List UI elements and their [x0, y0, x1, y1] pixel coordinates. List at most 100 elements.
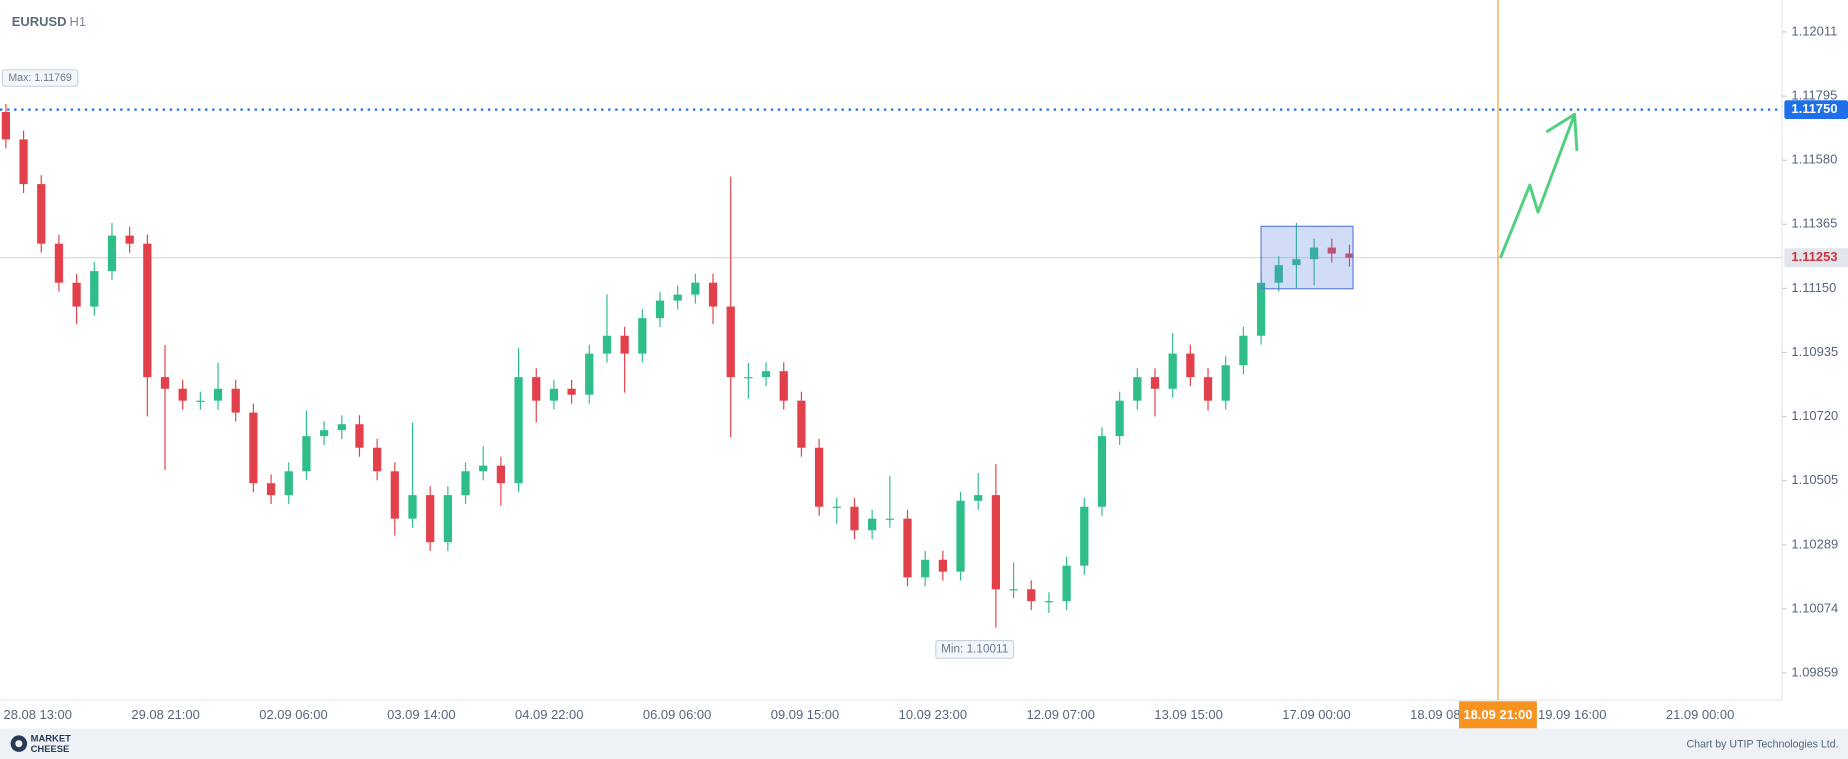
- candle-body: [567, 388, 576, 395]
- candle-body: [107, 235, 117, 272]
- candle-body: [355, 424, 364, 448]
- level-box: [1784, 100, 1848, 120]
- candle-body: [744, 377, 753, 379]
- candle-body: [1115, 400, 1124, 437]
- candle-body: [496, 465, 506, 484]
- overlay: 1.12011 1.11795 1.11580 1.11365 1.11150 1.109…: [1, 23, 1848, 722]
- x-tick-label: 29.08 21:00: [131, 707, 199, 722]
- min-label-box: [935, 640, 1015, 659]
- x-tick-label: 10.09 23:00: [899, 707, 967, 722]
- candle-body: [1062, 565, 1071, 602]
- max-label-box: [1, 69, 79, 87]
- current-price-label: 1.11253: [1791, 249, 1837, 264]
- candle-body: [885, 518, 894, 520]
- timeframe: H1: [70, 14, 87, 29]
- candle-body: [673, 294, 682, 301]
- max-label: Max: 1.11769: [8, 72, 72, 84]
- candle-body: [37, 184, 46, 244]
- candle-body: [1221, 365, 1230, 401]
- x-tick-label: 06.09 06:00: [643, 707, 711, 722]
- time-marker-label: 18.09 21:00: [1463, 707, 1532, 722]
- y-tick-label: 1.10935: [1791, 344, 1838, 359]
- x-tick-label: 04.09 22:00: [515, 707, 583, 722]
- candle-body: [832, 506, 841, 508]
- candle-body: [426, 495, 435, 543]
- credit: Chart by UTIP Technologies Ltd.: [1686, 739, 1838, 751]
- candle-body: [708, 282, 718, 307]
- candle-body: [1080, 506, 1089, 566]
- candle-body: [266, 483, 276, 496]
- candle-body: [585, 353, 594, 395]
- candle-body: [90, 271, 99, 307]
- current-price-box: [1784, 248, 1848, 268]
- y-tick-label: 1.11365: [1791, 216, 1837, 231]
- candle-body: [1239, 335, 1248, 366]
- candle-body: [1186, 353, 1195, 378]
- candle-body: [655, 300, 665, 319]
- level-label: 1.11750: [1791, 101, 1837, 116]
- candle-body: [19, 139, 28, 185]
- logo-icon-inner: [15, 740, 23, 748]
- candle-body: [779, 371, 788, 401]
- logo-text: CHEESE: [31, 743, 70, 754]
- candle-body: [178, 388, 187, 401]
- candle-body: [461, 471, 470, 496]
- candle-body: [938, 559, 947, 572]
- candle-body: [691, 282, 700, 295]
- candle-body: [1327, 247, 1336, 254]
- candle-body: [726, 306, 735, 378]
- time-marker-box: [1459, 701, 1537, 729]
- highlight-box: [1260, 225, 1354, 290]
- candle-body: [868, 518, 877, 531]
- x-tick-label: 19.09 16:00: [1538, 707, 1606, 722]
- candle-body: [921, 559, 930, 578]
- candle-body: [514, 377, 523, 484]
- candle-body: [443, 495, 452, 543]
- candle-body: [319, 430, 329, 437]
- candle-body: [213, 388, 223, 401]
- candle-body: [602, 335, 612, 354]
- candle-body: [373, 447, 382, 472]
- candle-body: [532, 377, 541, 401]
- min-label: Min: 1.10011: [941, 643, 1008, 656]
- y-tick-label: 1.12011: [1791, 23, 1837, 38]
- candle-body: [814, 447, 824, 507]
- candle-body: [408, 495, 417, 519]
- candle-body: [974, 495, 983, 501]
- footer: [0, 728, 1848, 759]
- candle-body: [1309, 247, 1319, 260]
- candle-body: [143, 243, 152, 378]
- candle-body: [903, 518, 912, 578]
- y-tick-label: 1.09859: [1791, 664, 1838, 679]
- candle-body: [956, 500, 965, 572]
- y-tick-label: 1.10289: [1791, 536, 1838, 551]
- candle-body: [549, 388, 559, 401]
- candle-body: [1133, 377, 1142, 401]
- y-tick-label: 1.11580: [1791, 152, 1837, 167]
- candle-body: [850, 506, 859, 531]
- candle-body: [1256, 282, 1266, 336]
- candle-body: [284, 471, 293, 496]
- candle-body: [761, 371, 771, 378]
- x-tick-label: 03.09 14:00: [387, 707, 455, 722]
- candle-body: [991, 495, 1001, 590]
- candle-body: [125, 235, 134, 244]
- y-tick-label: 1.10720: [1791, 408, 1838, 423]
- candle-body: [54, 243, 64, 283]
- x-tick-label: 12.09 07:00: [1026, 707, 1094, 722]
- x-tick-label: 09.09 15:00: [771, 707, 839, 722]
- candle-body: [1292, 259, 1301, 266]
- candle-body: [231, 388, 240, 413]
- candle-body: [797, 400, 806, 448]
- candle-body: [1203, 377, 1213, 401]
- y-tick-label: 1.10505: [1791, 472, 1838, 487]
- candle-body: [1044, 601, 1054, 603]
- candle-body: [302, 436, 311, 472]
- candle-body: [196, 400, 205, 402]
- candle-body: [1345, 253, 1354, 258]
- y-tick-label: 1.11150: [1791, 280, 1836, 295]
- arrow-head: [1545, 112, 1579, 151]
